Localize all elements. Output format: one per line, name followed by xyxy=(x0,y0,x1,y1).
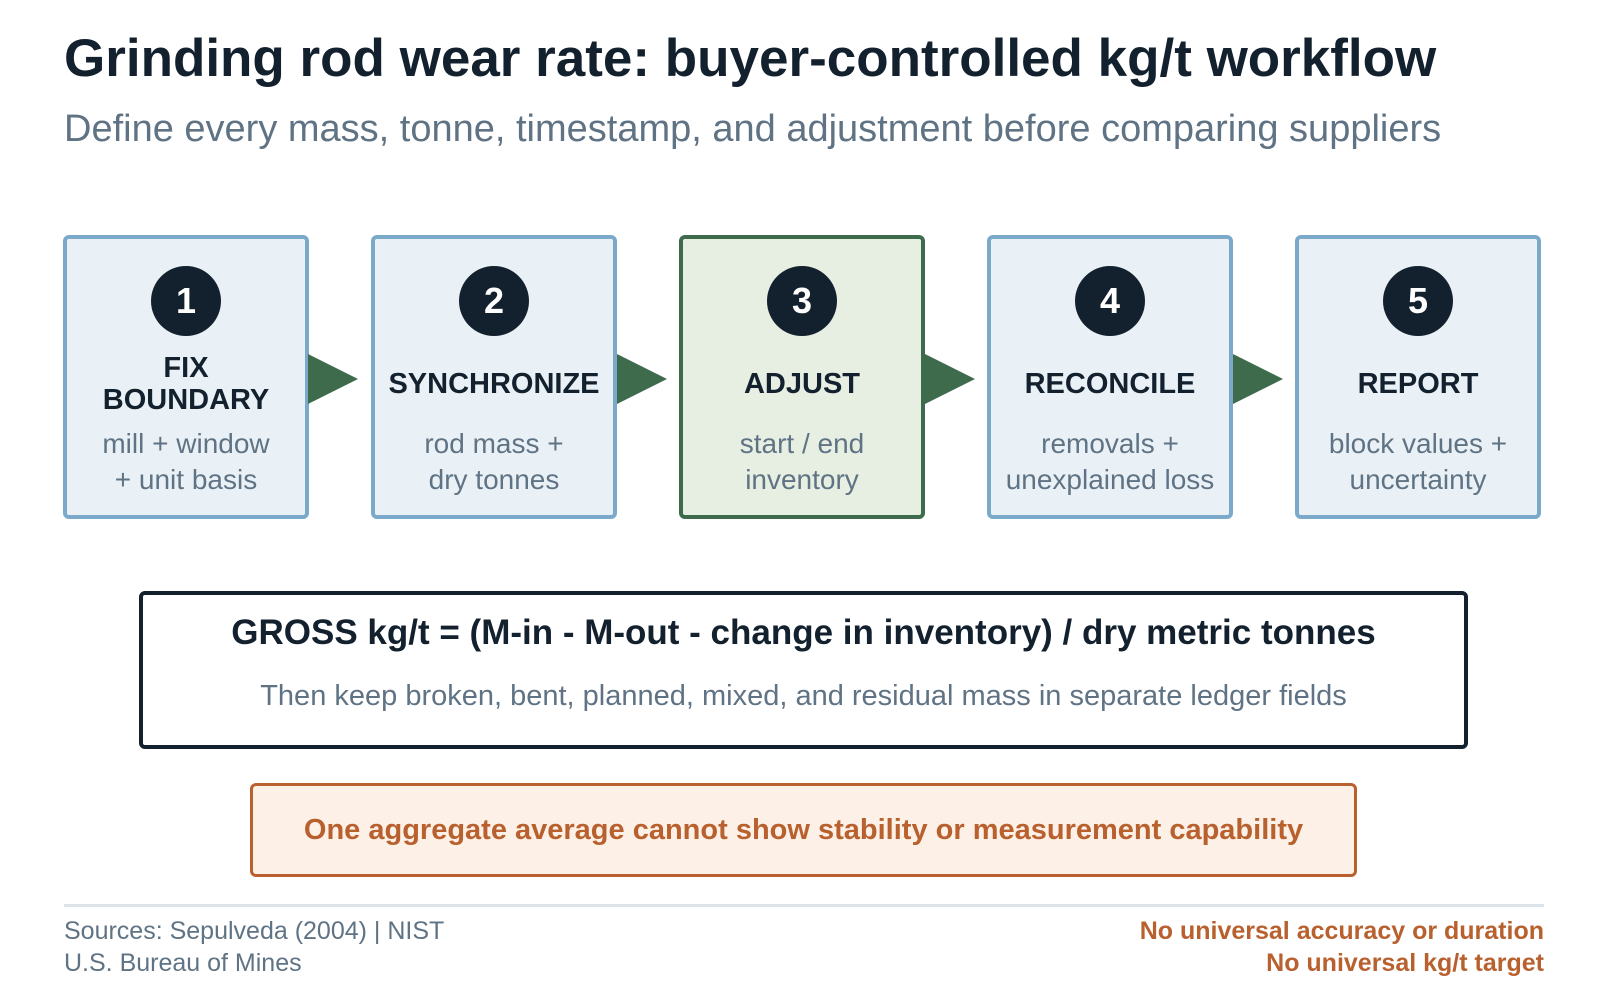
step-desc-line: inventory xyxy=(745,464,859,495)
step-desc-line: dry tonnes xyxy=(428,464,560,495)
warning-callout: One aggregate average cannot show stabil… xyxy=(250,783,1357,877)
step-title: RECONCILE xyxy=(991,349,1229,419)
arrow-right-icon xyxy=(1233,354,1283,404)
page-title: Grinding rod wear rate: buyer-controlled… xyxy=(64,29,1437,88)
step-4-box: 4 RECONCILE removals + unexplained loss xyxy=(987,235,1233,519)
step-2-box: 2 SYNCHRONIZE rod mass + dry tonnes xyxy=(371,235,617,519)
step-desc-line: + unit basis xyxy=(114,464,258,495)
footer-divider xyxy=(64,904,1544,907)
source-line: U.S. Bureau of Mines xyxy=(64,949,302,977)
step-description: block values + uncertainty xyxy=(1299,426,1537,498)
footer-notes: No universal accuracy or duration No uni… xyxy=(1140,915,1544,979)
source-line: Sources: Sepulveda (2004) | NIST xyxy=(64,917,445,945)
step-title-line: BOUNDARY xyxy=(102,384,270,416)
footer-sources: Sources: Sepulveda (2004) | NIST U.S. Bu… xyxy=(64,915,444,979)
step-3-box: 3 ADJUST start / end inventory xyxy=(679,235,925,519)
step-desc-line: start / end xyxy=(739,428,865,459)
step-description: start / end inventory xyxy=(683,426,921,498)
step-number-badge: 5 xyxy=(1383,266,1453,336)
step-5-box: 5 REPORT block values + uncertainty xyxy=(1295,235,1541,519)
note-line: No universal kg/t target xyxy=(1266,949,1544,977)
step-description: rod mass + dry tonnes xyxy=(375,426,613,498)
formula-box: GROSS kg/t = (M-in - M-out - change in i… xyxy=(139,591,1468,749)
arrow-right-icon xyxy=(617,354,667,404)
step-description: removals + unexplained loss xyxy=(991,426,1229,498)
note-line: No universal accuracy or duration xyxy=(1139,917,1544,945)
step-title: REPORT xyxy=(1299,349,1537,419)
warning-text: One aggregate average cannot show stabil… xyxy=(303,813,1304,846)
step-desc-line: uncertainty xyxy=(1349,464,1487,495)
step-title-line: FIX xyxy=(163,352,209,384)
step-number-badge: 4 xyxy=(1075,266,1145,336)
formula-note: Then keep broken, bent, planned, mixed, … xyxy=(260,680,1347,712)
step-desc-line: rod mass + xyxy=(424,428,564,459)
step-desc-line: block values + xyxy=(1328,428,1508,459)
step-title: FIX BOUNDARY xyxy=(67,349,305,419)
step-desc-line: mill + window xyxy=(102,428,270,459)
step-number-badge: 1 xyxy=(151,266,221,336)
step-title-line: ADJUST xyxy=(743,368,860,400)
page-subtitle: Define every mass, tonne, timestamp, and… xyxy=(64,108,1442,150)
step-title: ADJUST xyxy=(683,349,921,419)
step-title-line: SYNCHRONIZE xyxy=(388,368,600,400)
arrow-right-icon xyxy=(308,354,358,404)
step-title: SYNCHRONIZE xyxy=(375,349,613,419)
workflow-steps: 1 FIX BOUNDARY mill + window + unit basi… xyxy=(63,235,1541,519)
step-desc-line: removals + xyxy=(1041,428,1179,459)
step-desc-line: unexplained loss xyxy=(1005,464,1215,495)
step-number-badge: 2 xyxy=(459,266,529,336)
arrow-right-icon xyxy=(925,354,975,404)
step-title-line: RECONCILE xyxy=(1024,368,1196,400)
step-description: mill + window + unit basis xyxy=(67,426,305,498)
step-title-line: REPORT xyxy=(1357,368,1479,400)
formula-equation: GROSS kg/t = (M-in - M-out - change in i… xyxy=(231,613,1376,652)
step-1-box: 1 FIX BOUNDARY mill + window + unit basi… xyxy=(63,235,309,519)
step-number-badge: 3 xyxy=(767,266,837,336)
